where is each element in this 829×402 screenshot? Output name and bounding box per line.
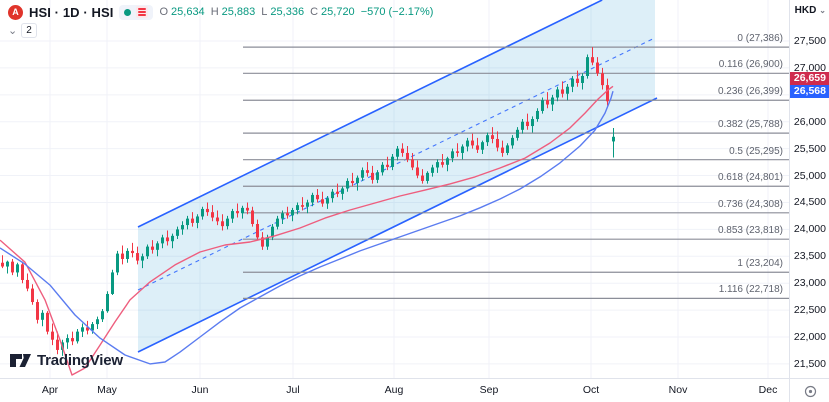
price-tick-label: 21,500 [793,357,826,370]
currency-label: HKD [794,5,817,16]
time-axis-month-sep: Sep [479,384,499,396]
time-axis-month-may: May [97,384,117,396]
fib-label-0.116: 0.116 (26,900) [718,59,783,71]
fib-label-0: 0 (27,386) [737,33,783,45]
symbol-title[interactable]: HSI · 1D · HSI [29,4,114,20]
currency-chevron-icon: ⌄ [819,5,826,15]
fib-label-0.5: 0.5 (25,295) [729,145,783,157]
time-axis-month-apr: Apr [41,384,59,396]
price-label-ma-red: 26,659 [790,71,829,85]
fib-label-0.236: 0.236 (26,399) [717,86,783,98]
fib-label-0.382: 0.382 (25,788) [717,119,783,131]
time-axis-month-oct: Oct [582,384,600,396]
ohlc-high-label: H [210,6,219,18]
time-axis-month-nov: Nov [668,384,688,396]
price-tick-label: 27,500 [793,35,826,47]
fib-label-0.618: 0.618 (24,801) [717,172,783,184]
symbol-legend: A HSI · 1D · HSI O 25,634 H 25,883 L 25,336… [8,4,436,38]
price-tick-label: 25,500 [793,142,826,155]
line-ma-blue [0,91,614,365]
price-tick-label: 25,000 [793,169,826,182]
line-ma-red [0,85,614,376]
fib-label-1: 1 (23,204) [737,258,783,270]
time-axis-month-jul: Jul [286,384,300,396]
indicator-count-badge[interactable]: 2 [21,23,37,38]
price-tick-label: 24,000 [793,223,826,236]
legend-quick-actions[interactable] [119,4,154,20]
menu-bars-icon[interactable] [136,6,149,18]
fib-label-0.736: 0.736 (24,308) [717,198,783,210]
time-axis-month-aug: Aug [384,384,404,396]
price-axis[interactable]: HKD ⌄ 27,500 27,000 26,000 25,500 25,000 24,5… [789,0,829,378]
ohlc-close-value: 25,720 [321,6,355,18]
visibility-dot-icon[interactable] [124,8,132,16]
ohlc-readout: O 25,634 H 25,883 L 25,336 C 25,720 −570 (−2… [159,6,436,18]
fib-label-1.116: 1.116 (22,718) [718,284,783,296]
axis-corner[interactable] [789,378,829,402]
time-axis-month-jun: Jun [191,384,209,396]
ohlc-low-value: 25,336 [270,6,305,18]
axis-settings-icon[interactable] [804,385,817,398]
ohlc-open-label: O [159,6,169,18]
ohlc-high-value: 25,883 [221,6,256,18]
symbol-logo-icon[interactable]: A [8,4,23,20]
fib-label-0.853: 0.853 (23,818) [717,225,783,237]
tradingview-logo-text: TradingView [37,352,123,369]
price-tick-label: 23,500 [793,250,826,263]
price-tick-label: 26,000 [793,115,826,128]
chart-plot-area[interactable] [0,0,789,378]
currency-selector[interactable]: HKD ⌄ [795,5,826,16]
tradingview-logo[interactable]: TradingView [10,352,123,369]
price-tick-label: 22,500 [793,304,826,317]
price-tick-label: 24,500 [793,196,826,209]
time-axis-month-dec: Dec [758,384,778,396]
price-label-ma-blue: 26,568 [790,84,829,98]
collapse-chevron-icon[interactable]: ⌄ [8,24,18,37]
ohlc-change-value: −570 (−2.17%) [360,6,434,18]
price-tick-label: 22,000 [793,331,826,344]
tradingview-mark-icon [10,354,31,367]
ohlc-close-label: C [310,6,319,18]
ohlc-low-label: L [261,6,268,18]
ohlc-open-value: 25,634 [171,6,205,18]
price-tick-label: 23,000 [793,277,826,290]
price-tick-label: 27,000 [793,61,826,74]
time-axis[interactable]: Apr May Jun Jul Aug Sep Oct Nov Dec [0,378,789,402]
